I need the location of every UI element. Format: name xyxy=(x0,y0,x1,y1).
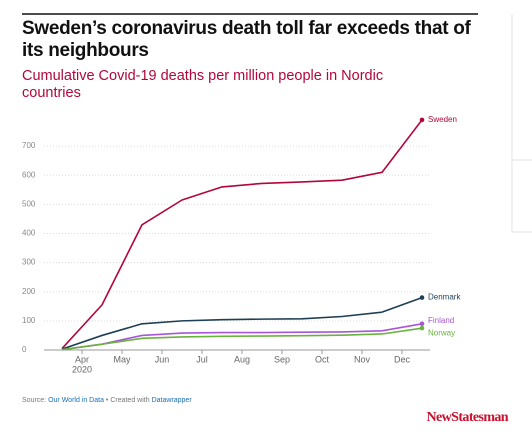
y-tick-label: 500 xyxy=(22,199,36,208)
y-tick-label: 200 xyxy=(22,287,36,296)
series-label: Sweden xyxy=(428,115,457,124)
x-tick-label: Dec xyxy=(394,354,411,364)
y-tick-label: 600 xyxy=(22,170,36,179)
source-note: Source: Our World in Data • Created with… xyxy=(22,397,192,404)
y-tick-label: 0 xyxy=(22,345,27,354)
x-tick-label: Jun xyxy=(155,354,170,364)
x-tick-label: Oct xyxy=(315,354,330,364)
x-tick-label: Sep xyxy=(274,354,290,364)
y-tick-label: 400 xyxy=(22,229,36,238)
end-point xyxy=(419,321,425,327)
source-mid: • Created with xyxy=(106,397,150,404)
x-tick-label: Apr xyxy=(75,354,89,364)
y-tick-label: 700 xyxy=(22,141,36,150)
y-tick-label: 300 xyxy=(22,258,36,267)
series-line xyxy=(61,327,423,351)
source-link[interactable]: Our World in Data xyxy=(48,397,104,404)
y-tick-label: 100 xyxy=(22,316,36,325)
end-point xyxy=(419,295,425,300)
chart-title: Sweden’s coronavirus death toll far exce… xyxy=(22,18,471,61)
chart-subtitle: Cumulative Covid-19 deaths per million p… xyxy=(22,68,384,101)
x-tick-label: Jul xyxy=(196,354,208,364)
x-tick-label: Aug xyxy=(234,354,250,364)
series-line xyxy=(61,296,423,350)
series-line xyxy=(61,119,423,350)
source-prefix: Source: xyxy=(22,397,46,404)
x-tick-label: Nov xyxy=(354,354,371,364)
source-link[interactable]: Datawrapper xyxy=(152,397,193,404)
end-point xyxy=(419,117,425,123)
subtitle-box: Cumulative Covid-19 deaths per million p… xyxy=(22,68,384,101)
series-line xyxy=(61,322,423,351)
x-tick-label: May xyxy=(113,354,131,364)
x-year-label: 2020 xyxy=(72,364,92,374)
end-point xyxy=(419,325,425,331)
series-label: Finland xyxy=(428,316,454,325)
series-label: Norway xyxy=(428,328,455,337)
title-box: Sweden’s coronavirus death toll far exce… xyxy=(22,18,471,61)
brand-logo[interactable]: NewStatesman xyxy=(427,410,510,425)
series-label: Denmark xyxy=(428,293,461,302)
